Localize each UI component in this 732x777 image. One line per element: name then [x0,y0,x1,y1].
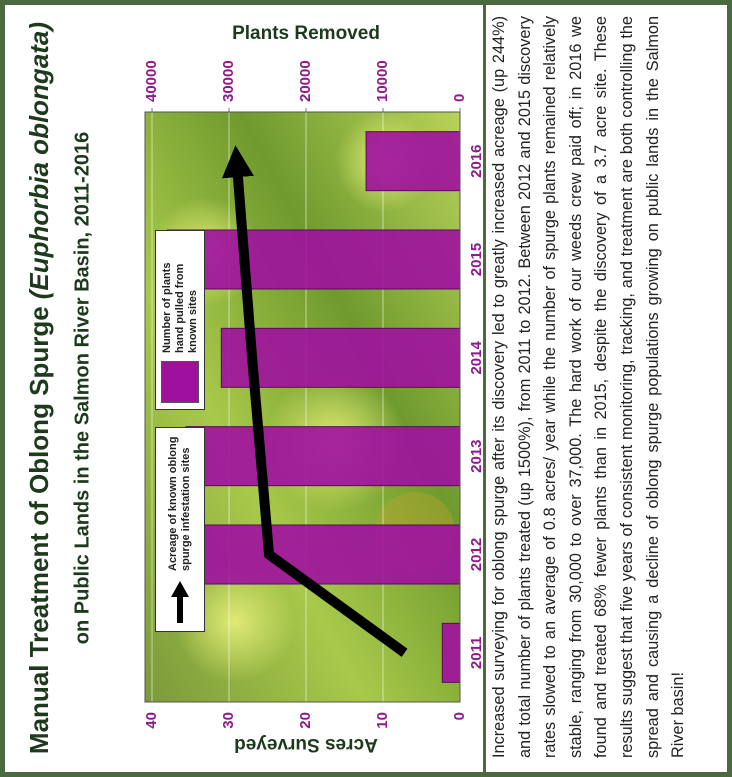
chart-title: Manual Treatment of Oblong Spurge (Euphor… [24,22,54,754]
legend-label: Acreage of known oblong spurge infestati… [167,434,193,571]
chart: Manual Treatment of Oblong Spurge (Euphor… [5,5,483,772]
y-tick-label: 10 [374,712,391,729]
legend-arrow [168,579,192,625]
bar [192,525,460,584]
y2-tick-label: 30000 [220,60,237,102]
bar [366,132,460,191]
bar [442,623,460,682]
y2-axis-title: Plants Removed [232,23,380,44]
bar [167,230,460,289]
x-tick-label: 2014 [468,340,483,374]
description: Increased surveying for oblong spurge af… [487,16,692,758]
chart-subtitle: on Public Lands in the Salmon River Basi… [71,132,93,644]
page: {"chart_data": {"type": "bar", "title": … [0,0,732,777]
x-tick-label: 2013 [468,439,483,472]
x-tick-label: 2016 [468,144,483,177]
legend-label: Number of plants hand pulled from known … [161,237,200,353]
title-species: (Euphorbia oblongata) [24,22,54,299]
x-tick-label: 2012 [468,538,483,571]
y-tick-label: 40 [143,712,160,729]
x-tick-label: 2015 [468,243,483,276]
legend-line: Acreage of known oblong spurge infestati… [155,427,205,632]
y-axis-title: Acres Surveyed [234,734,378,755]
y-tick-label: 30 [220,712,237,729]
chart-panel: Manual Treatment of Oblong Spurge (Euphor… [5,5,486,772]
legend-swatch [161,361,199,403]
y2-tick-label: 0 [451,94,468,102]
y2-tick-label: 20000 [297,60,314,102]
legend-bar: Number of plants hand pulled from known … [155,230,205,410]
y-tick-label: 0 [451,712,468,720]
title-main: Manual Treatment of Oblong Spurge [24,306,54,754]
y2-tick-label: 40000 [143,60,160,102]
bar [186,427,460,486]
y2-tick-label: 10000 [374,60,391,102]
y-tick-label: 20 [297,712,314,729]
poster: Manual Treatment of Oblong Spurge (Euphor… [0,0,732,777]
x-tick-label: 2011 [468,637,483,670]
